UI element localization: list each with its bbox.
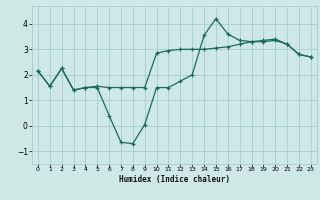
X-axis label: Humidex (Indice chaleur): Humidex (Indice chaleur): [119, 175, 230, 184]
